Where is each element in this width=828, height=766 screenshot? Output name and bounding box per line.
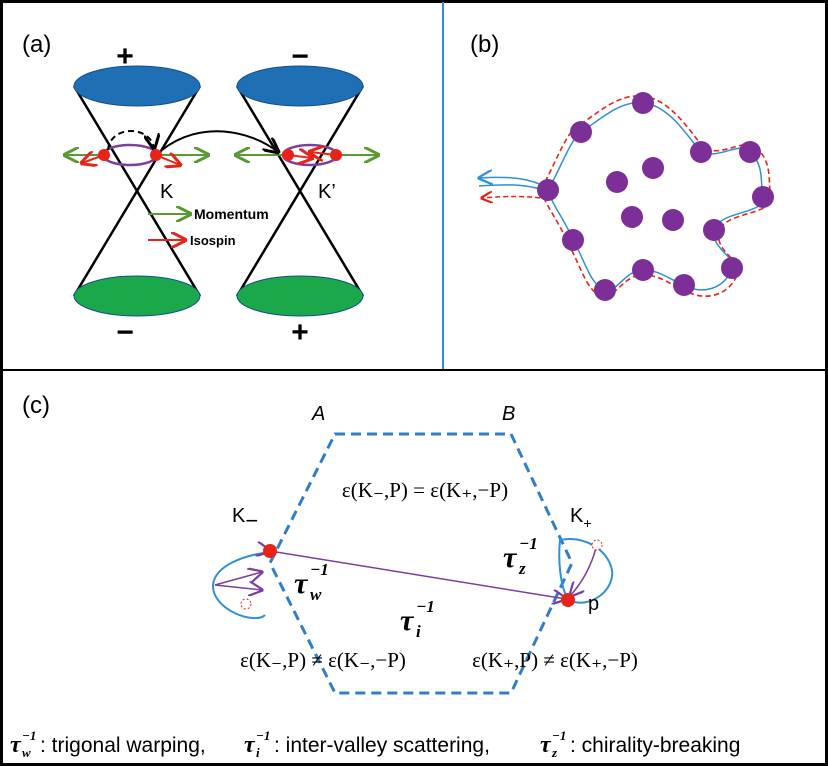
label: : inter-valley scattering, xyxy=(274,734,490,757)
label: τ xyxy=(10,732,22,758)
label: + xyxy=(583,515,591,531)
label: −1 xyxy=(416,597,435,616)
exit-path xyxy=(482,197,540,199)
label: − xyxy=(245,508,258,533)
sign: − xyxy=(116,316,134,349)
label: τ xyxy=(540,732,552,758)
sublattice-label: B xyxy=(502,403,515,425)
panel-b: (b) xyxy=(470,31,774,301)
panel-label: (b) xyxy=(470,31,499,58)
label: w xyxy=(310,585,322,604)
valley-label: K− xyxy=(232,505,258,533)
legend-label: Isospin xyxy=(190,233,236,248)
label: w xyxy=(22,745,31,760)
rate-label: τ−1w τ−1i τ−1z xyxy=(294,534,538,641)
valley-label: K+ xyxy=(570,505,592,531)
label: i xyxy=(256,745,260,760)
caption: τ−1w : trigonal warping, τ−1i : inter-va… xyxy=(10,728,740,760)
arrow xyxy=(215,585,262,590)
panel-label: (c) xyxy=(22,392,50,419)
label: z xyxy=(551,745,558,760)
label: τ xyxy=(294,567,309,600)
band-top xyxy=(74,66,200,106)
equation: ε(K₋,P) ≠ ε(K₋,−P) xyxy=(240,648,406,672)
state-dot xyxy=(330,149,342,161)
label: −1 xyxy=(310,560,329,579)
frame xyxy=(2,2,827,765)
label: −1 xyxy=(22,728,36,743)
band-bottom xyxy=(74,276,200,316)
label: i xyxy=(416,622,421,641)
equation: ε(K₊,P) ≠ ε(K₊,−P) xyxy=(472,648,638,672)
empty-state xyxy=(592,540,602,550)
fermi-circle xyxy=(103,145,157,165)
label: : chirality-breaking xyxy=(570,734,740,757)
label: K xyxy=(570,505,584,527)
state-dot xyxy=(282,149,294,161)
sign: + xyxy=(116,40,134,73)
sublattice-label: A xyxy=(311,403,325,425)
sign: − xyxy=(291,40,309,73)
panel-label: (a) xyxy=(22,31,51,58)
valley-label: K’ xyxy=(318,181,336,203)
label: −1 xyxy=(256,728,270,743)
label: z xyxy=(518,559,526,578)
label: τ xyxy=(503,541,518,574)
label: τ xyxy=(400,604,415,637)
impurities xyxy=(537,92,774,301)
state-dot xyxy=(150,149,162,161)
panel-c: (c) A B K− K+ p ε(K₋,P) = ε(K₊,−P) ε(K₋,… xyxy=(10,392,740,760)
legend-label: Momentum xyxy=(194,206,269,222)
momentum-label: p xyxy=(588,593,599,615)
state-dot xyxy=(98,149,110,161)
arrow xyxy=(570,548,596,596)
arrow xyxy=(215,572,262,585)
band-bottom xyxy=(237,276,363,316)
equation: ε(K₋,P) = ε(K₊,−P) xyxy=(342,478,508,502)
state-dot xyxy=(561,593,575,607)
label: : trigonal warping, xyxy=(40,734,206,757)
state-dot xyxy=(263,544,277,558)
panel-a: (a) + − − + K K’ Momentum Isospin xyxy=(22,31,378,349)
label: K xyxy=(232,505,246,527)
sign: + xyxy=(291,316,309,349)
figure: (a) + − − + K K’ Momentum Isospin (b) (c… xyxy=(0,0,828,766)
label: τ xyxy=(244,732,256,758)
valley-label: K xyxy=(160,181,174,203)
label: −1 xyxy=(519,534,538,553)
label: −1 xyxy=(552,728,566,743)
empty-state xyxy=(241,599,251,609)
